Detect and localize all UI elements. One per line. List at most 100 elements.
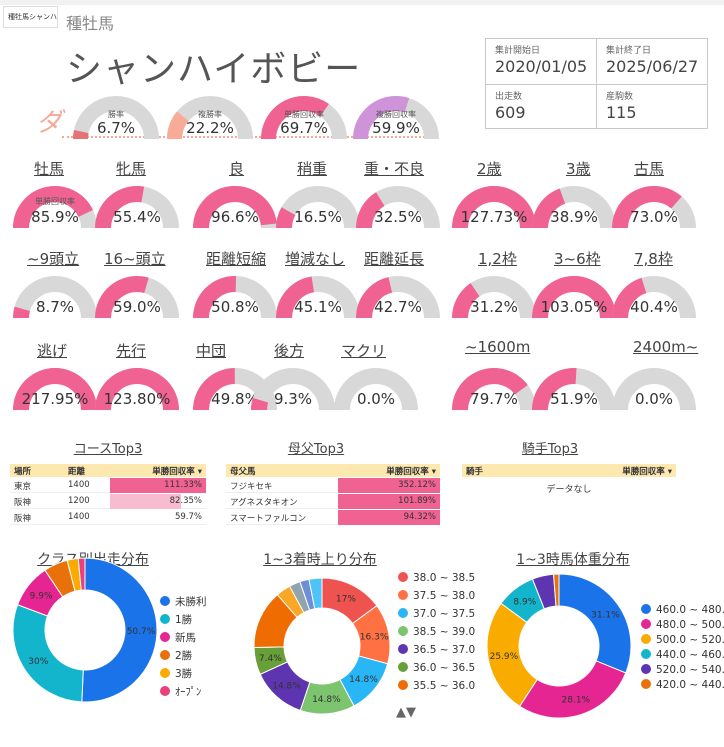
table-cell: アグネスタキオン: [230, 498, 298, 508]
category-link[interactable]: ~1600m: [465, 338, 531, 356]
gauge-value: 51.9%: [550, 390, 598, 408]
table-header[interactable]: 場所 距離 単勝回収率 ▾: [10, 464, 206, 477]
legend-item[interactable]: 36.5 ~ 37.0: [398, 644, 475, 656]
legend-item[interactable]: 35.5 ~ 36.0: [398, 680, 475, 692]
category-link[interactable]: 牝馬: [116, 160, 147, 178]
category-link[interactable]: 中団: [196, 342, 227, 360]
gauge-value: 40.4%: [630, 298, 678, 316]
category-link[interactable]: 稍重: [297, 160, 328, 178]
stat-end-date: 集計終了日 2025/06/27: [596, 38, 708, 85]
gauge-value: 59.9%: [372, 119, 420, 137]
legend-item[interactable]: 460.0 ~ 480.0: [641, 604, 724, 616]
legend-page-arrows[interactable]: ▲▼: [396, 705, 416, 720]
gauge-fill: [612, 277, 647, 318]
legend-item[interactable]: 38.0 ~ 38.5: [398, 572, 475, 584]
category-link[interactable]: 1,2枠: [478, 250, 517, 268]
legend-item[interactable]: 38.5 ~ 39.0: [398, 626, 475, 638]
legend-dot-icon: [160, 632, 170, 642]
category-link[interactable]: ~9頭立: [27, 250, 80, 268]
category-link[interactable]: 距離短縮: [206, 250, 267, 268]
legend-item[interactable]: 420.0 ~ 440.0: [641, 679, 724, 691]
gauge-fill: [193, 276, 237, 318]
category-link[interactable]: 16~頭立: [104, 250, 166, 268]
category-link[interactable]: 牡馬: [34, 160, 65, 178]
slice-label: 16.3%: [360, 632, 389, 642]
legend-item[interactable]: 440.0 ~ 460.0: [641, 649, 724, 661]
gauge-fill: [193, 186, 277, 228]
category-link[interactable]: マクリ: [341, 342, 387, 360]
damsire-table-title: 母父Top3: [287, 442, 345, 457]
category-link[interactable]: 後方: [274, 342, 305, 360]
summary-gauge: 複勝回収率 59.9%: [352, 95, 440, 139]
gauge-value: 49.8%: [211, 390, 259, 408]
category-link[interactable]: 逃げ: [37, 342, 68, 360]
category-link[interactable]: 距離延長: [364, 250, 425, 268]
category-link[interactable]: 2歳: [477, 160, 502, 178]
legend-item[interactable]: 3勝: [160, 666, 192, 681]
category-link[interactable]: 良: [229, 160, 245, 178]
slice-label: 14.8%: [349, 675, 378, 685]
category-gauge: 9.3%: [250, 364, 336, 410]
gauge-fill: [353, 96, 410, 139]
slice-label: 14.8%: [272, 681, 301, 691]
horse-name: シャンハイボビー: [66, 49, 362, 90]
category-gauge: 45.1%: [275, 272, 361, 318]
legend-item[interactable]: 500.0 ~ 520.0: [641, 634, 724, 646]
legend-item[interactable]: ｵｰﾌﾟﾝ: [160, 684, 201, 699]
legend-item[interactable]: 37.0 ~ 37.5: [398, 608, 475, 620]
category-gauge: 31.2%: [451, 272, 537, 318]
legend-dot-icon: [641, 664, 651, 674]
value-bar: [338, 494, 440, 509]
category-gauge: 32.5%: [355, 182, 441, 228]
category-gauge: 単勝回収率 85.9%: [12, 182, 98, 228]
table-row: スマートファルコン 94.32%: [226, 510, 440, 525]
legend-dot-icon: [398, 680, 408, 690]
category-link[interactable]: 2400m~: [633, 338, 699, 356]
donut-slice: [77, 557, 86, 591]
slice-label: 9.9%: [30, 591, 53, 601]
table-cell: 阪神: [14, 498, 32, 508]
category-link[interactable]: 3~6枠: [554, 250, 601, 268]
table-cell: 1200: [68, 496, 90, 506]
category-link[interactable]: 3歳: [566, 160, 591, 178]
category-gauge: 127.73%: [451, 182, 537, 228]
category-link[interactable]: 重・不良: [364, 160, 425, 178]
gauge-caption: 複勝回収率: [376, 110, 416, 119]
category-gauge: 55.4%: [94, 182, 180, 228]
category-link[interactable]: 7,8枠: [634, 250, 673, 268]
legend-dot-icon: [398, 662, 408, 672]
table-cell: スマートファルコン: [230, 514, 307, 524]
category-gauge: 38.9%: [531, 182, 617, 228]
table-header[interactable]: 母父馬 単勝回収率 ▾: [226, 464, 440, 477]
legend-item[interactable]: 未勝利: [160, 594, 207, 609]
stat-offspring-count: 産駒数 115: [596, 84, 708, 129]
category-link[interactable]: 先行: [116, 342, 147, 360]
legend-dot-icon: [398, 590, 408, 600]
top-bar: [0, 0, 724, 5]
legend-item[interactable]: 1勝: [160, 612, 192, 627]
category-gauge: 73.0%: [611, 182, 697, 228]
donut-slice: [553, 573, 560, 607]
stallion-select[interactable]: 種牡馬シャンハ ▾: [3, 6, 58, 28]
legend-item[interactable]: 新馬: [160, 630, 196, 645]
legend-dot-icon: [160, 668, 170, 678]
legend-item[interactable]: 2勝: [160, 648, 192, 663]
gauge-fill: [612, 186, 682, 228]
table-cell: 東京: [14, 482, 32, 492]
gauge-fill: [13, 368, 97, 410]
category-link[interactable]: 古馬: [634, 160, 665, 178]
legend-item[interactable]: 520.0 ~ 540.0: [641, 664, 724, 676]
gauge-fill: [193, 368, 236, 410]
gauge-track: [13, 276, 97, 318]
category-gauge: 8.7%: [12, 272, 98, 318]
gauge-fill: [356, 192, 385, 228]
legend-item[interactable]: 37.5 ~ 38.0: [398, 590, 475, 602]
gauge-caption: 単勝回収率: [284, 110, 324, 119]
legend-item[interactable]: 480.0 ~ 500.0: [641, 619, 724, 631]
category-link[interactable]: 増減なし: [285, 250, 346, 268]
table-header[interactable]: 騎手 単勝回収率 ▾: [462, 464, 676, 477]
legend-item[interactable]: 36.0 ~ 36.5: [398, 662, 475, 674]
gauge-value: 42.7%: [374, 298, 422, 316]
table-cell: 82.35%: [169, 496, 202, 506]
donut-slice: [12, 604, 84, 703]
